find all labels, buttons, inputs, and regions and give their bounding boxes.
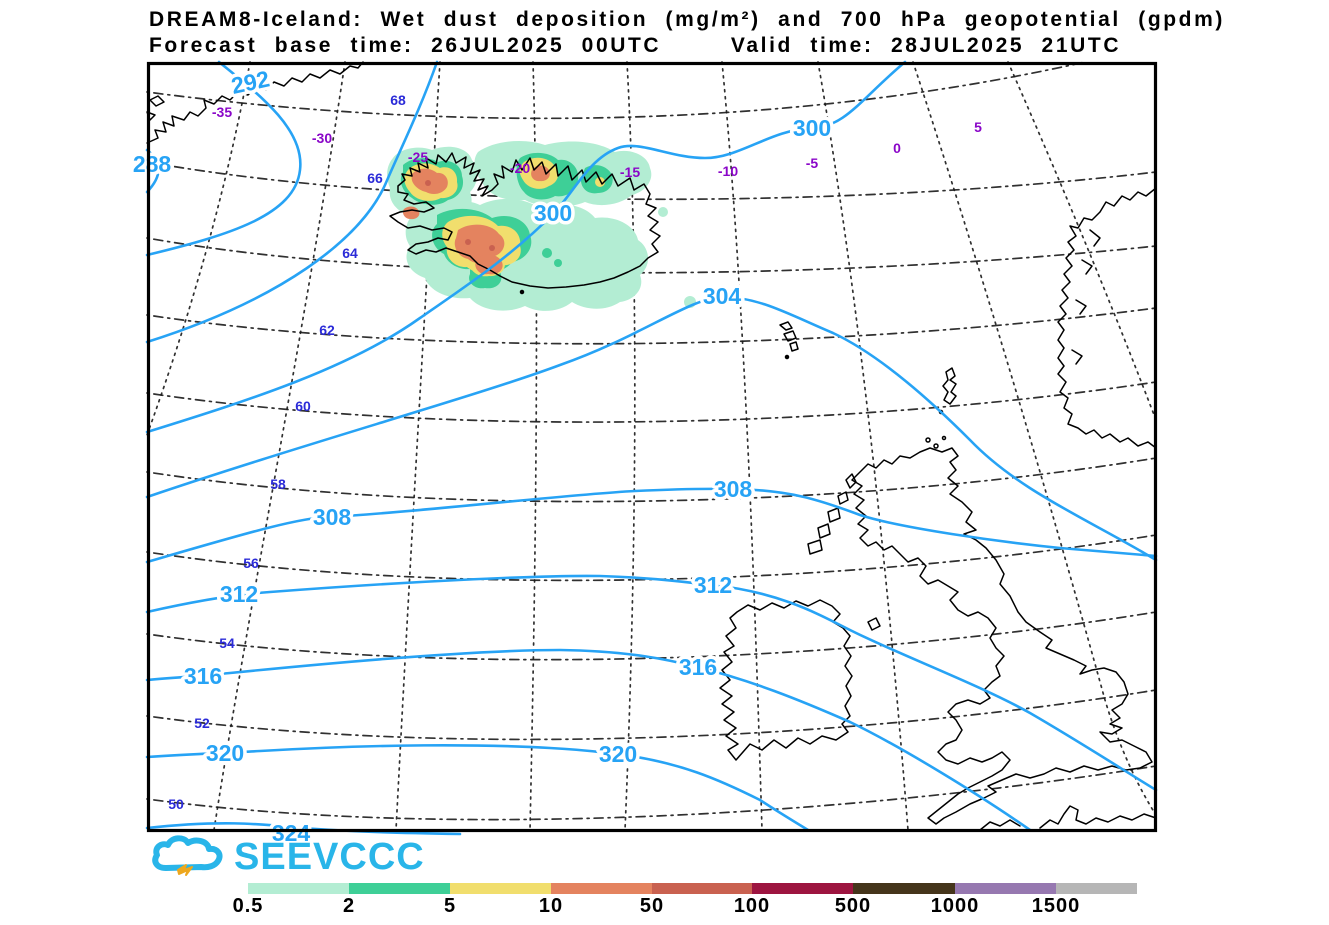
lat-label-64: 64 bbox=[342, 245, 358, 261]
contour-320 bbox=[145, 744, 810, 832]
contour-label-312: 312 bbox=[220, 581, 258, 607]
lat-label-66: 66 bbox=[367, 170, 383, 186]
contour-label-320: 320 bbox=[206, 740, 244, 766]
coastlines bbox=[146, 61, 1157, 831]
lat-label-62: 62 bbox=[319, 322, 335, 338]
contour-label-304: 304 bbox=[703, 283, 742, 309]
latitude-labels: 68 66 64 62 60 58 56 54 52 50 bbox=[168, 92, 406, 812]
coast-isle-of-man bbox=[867, 617, 881, 631]
colorbar-segment-500 bbox=[853, 883, 955, 894]
lon-label--30: -30 bbox=[312, 130, 332, 146]
coast-ireland bbox=[719, 599, 853, 761]
colorbar-segment-50 bbox=[652, 883, 752, 894]
dust-deposition-50-100 bbox=[425, 180, 495, 251]
contour-label-312: 312 bbox=[694, 572, 732, 598]
lon-label-0: 0 bbox=[893, 140, 901, 156]
contour-label-308: 308 bbox=[714, 476, 753, 502]
lat-label-54: 54 bbox=[219, 635, 235, 651]
contour-308 bbox=[145, 487, 1158, 564]
colorbar-tick-1000: 1000 bbox=[930, 895, 980, 917]
contour-label-316: 316 bbox=[679, 654, 717, 680]
colorbar-segment-1000 bbox=[955, 883, 1056, 894]
contour-324 bbox=[145, 822, 462, 836]
colorbar-segment-100 bbox=[752, 883, 853, 894]
contour-316 bbox=[145, 648, 1032, 832]
contour-312 bbox=[145, 574, 1158, 792]
colorbar-tick-100: 100 bbox=[733, 895, 771, 917]
lon-label-5: 5 bbox=[974, 119, 982, 135]
colorbar-tick-5: 5 bbox=[443, 895, 457, 917]
colorbar-tick-50: 50 bbox=[639, 895, 665, 917]
colorbar-tick-500: 500 bbox=[834, 895, 872, 917]
lat-label-50: 50 bbox=[168, 796, 184, 812]
seevccc-logo-text: SEEVCCC bbox=[234, 835, 425, 878]
coast-france bbox=[979, 819, 1021, 831]
colorbar-segment-0.5 bbox=[248, 883, 349, 894]
geopotential-contours bbox=[145, 60, 1158, 836]
contour-304 bbox=[145, 295, 1158, 562]
coast-greenland bbox=[146, 61, 364, 144]
contour-label-316: 316 bbox=[184, 663, 222, 689]
colorbar-tick-2: 2 bbox=[342, 895, 356, 917]
map-container: 288 292 300 300 304 308 308 312 312 316 316 320 320 3… bbox=[132, 60, 1158, 846]
lat-label-60: 60 bbox=[295, 398, 311, 414]
lat-label-68: 68 bbox=[390, 92, 406, 108]
contour-label-320: 320 bbox=[599, 741, 637, 767]
contour-300 bbox=[145, 60, 907, 434]
contour-label-308: 308 bbox=[313, 504, 352, 530]
contour-label-300: 300 bbox=[793, 115, 831, 141]
longitude-labels: -35 -30 -25 -20 -15 -10 -5 0 5 bbox=[212, 104, 982, 180]
lon-label--15: -15 bbox=[620, 164, 640, 180]
colorbar-segment-5 bbox=[450, 883, 551, 894]
coast-iceland bbox=[389, 152, 661, 289]
lon-label--35: -35 bbox=[212, 104, 232, 120]
graticule-meridians bbox=[146, 61, 1157, 831]
colorbar-segment-10 bbox=[551, 883, 652, 894]
coast-great-britain bbox=[851, 447, 1153, 825]
colorbar-tick-0.5: 0.5 bbox=[232, 895, 264, 917]
lat-label-56: 56 bbox=[243, 555, 259, 571]
coast-norway bbox=[1057, 187, 1157, 449]
deposition-colorbar-labels: 0.5 2 5 10 50 100 500 1000 1500 bbox=[233, 895, 1137, 921]
colorbar-tick-10: 10 bbox=[538, 895, 564, 917]
map-svg: 288 292 300 300 304 308 308 312 312 316 316 320 320 3… bbox=[132, 60, 1158, 846]
colorbar-tick-1500: 1500 bbox=[1031, 895, 1081, 917]
lat-label-58: 58 bbox=[270, 476, 286, 492]
coast-hebrides bbox=[807, 473, 857, 555]
seevccc-logo: SEEVCCC bbox=[148, 834, 425, 880]
deposition-colorbar bbox=[248, 883, 1137, 894]
contour-288 bbox=[145, 148, 160, 194]
cloud-icon bbox=[152, 835, 223, 876]
colorbar-segment-2 bbox=[349, 883, 450, 894]
chart-subtitle-times: Forecast base time: 26JUL2025 00UTC Vali… bbox=[149, 34, 1122, 57]
map-border bbox=[146, 61, 1158, 833]
chart-title: DREAM8-Iceland: Wet dust deposition (mg/… bbox=[149, 8, 1225, 31]
lat-label-52: 52 bbox=[194, 715, 210, 731]
lon-label--5: -5 bbox=[806, 155, 819, 171]
contour-label-324: 324 bbox=[272, 820, 311, 846]
coast-faroe bbox=[779, 321, 799, 360]
contour-label-300: 300 bbox=[534, 200, 572, 226]
coast-shetland bbox=[942, 367, 957, 405]
lon-label--25: -25 bbox=[408, 149, 428, 165]
contour-292 bbox=[145, 60, 302, 257]
contour-label-292: 292 bbox=[229, 65, 272, 98]
lon-label--20: -20 bbox=[510, 160, 530, 176]
contour-label-288: 288 bbox=[133, 151, 172, 177]
contour-296 bbox=[145, 60, 439, 344]
lon-label--10: -10 bbox=[718, 163, 738, 179]
colorbar-segment-1500 bbox=[1056, 883, 1137, 894]
